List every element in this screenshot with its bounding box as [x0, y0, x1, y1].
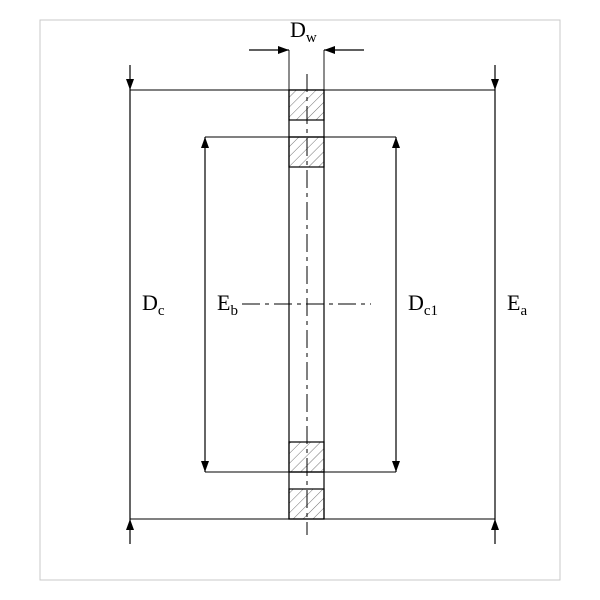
label-Ea: Ea: [507, 290, 527, 319]
label-Dc1: Dc1: [408, 290, 438, 319]
label-Eb: Eb: [217, 290, 238, 319]
technical-drawing: Dw Dc Eb Dc1 Ea: [0, 0, 600, 600]
part-geometry: [242, 74, 371, 535]
label-Dc: Dc: [142, 290, 165, 319]
label-Dw: Dw: [290, 17, 317, 46]
dimension-labels: Dw Dc Eb Dc1 Ea: [142, 17, 527, 319]
